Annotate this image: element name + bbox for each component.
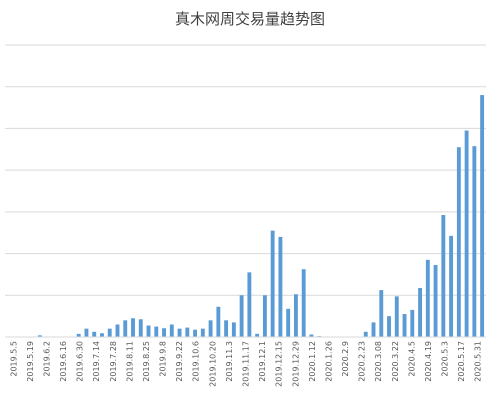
x-tick-label: 2020.5.3 (441, 341, 450, 377)
bar (169, 324, 174, 337)
bar (231, 322, 236, 337)
bar (441, 214, 446, 337)
x-tick-label: 2019.5.19 (26, 341, 35, 382)
x-tick-label: 2019.6.16 (59, 341, 68, 382)
bar (247, 272, 252, 337)
bar (480, 95, 485, 337)
bars (37, 95, 485, 337)
bar (100, 333, 104, 337)
bar (425, 259, 430, 337)
x-tick-label: 2020.5.17 (457, 341, 466, 382)
x-tick-label: 2020.3.08 (374, 341, 383, 382)
bar (162, 328, 166, 337)
bar (286, 308, 291, 337)
x-tick-label: 2019.8.11 (125, 341, 134, 382)
x-tick-label: 2020.4.5 (407, 341, 416, 377)
x-tick-label: 2020.2.23 (358, 341, 367, 382)
x-tick-label: 2019.10.6 (192, 341, 201, 382)
bar (433, 265, 438, 337)
x-tick-label: 2019.10.20 (208, 341, 217, 387)
bar (123, 320, 128, 337)
x-tick-label: 2019.9.22 (175, 341, 184, 382)
x-tick-label: 2019.9.8 (159, 341, 168, 377)
x-tick-label: 2020.5.31 (474, 341, 483, 382)
x-tick-label: 2019.12.29 (291, 341, 300, 387)
bar (115, 324, 120, 337)
bar (138, 319, 143, 337)
bar (37, 335, 42, 337)
bar (239, 295, 244, 337)
x-tick-label: 2019.5.5 (9, 341, 18, 377)
bar (185, 327, 190, 337)
bar (270, 230, 275, 337)
x-tick-label: 2020.2.9 (341, 341, 350, 377)
bar (131, 318, 135, 337)
x-tick-label: 2019.7.14 (92, 341, 101, 382)
bar (200, 328, 205, 337)
x-tick-label: 2019.12.1 (258, 341, 267, 382)
bar (402, 314, 407, 337)
bar (418, 287, 422, 337)
bar (216, 306, 221, 337)
bar (464, 130, 469, 337)
bar (394, 296, 399, 337)
bar (193, 329, 198, 337)
bar (76, 333, 81, 337)
bar (301, 269, 306, 337)
x-tick-label: 2019.12.15 (275, 341, 284, 387)
x-tick-labels: 2019.5.5 2019.5.19 2019.6.2 2019.6.16 2019.6… (9, 341, 482, 387)
bar (224, 320, 229, 337)
bar (84, 328, 89, 337)
x-tick-label: 2020.4.19 (424, 341, 433, 382)
bar (107, 328, 112, 337)
x-tick-label: 2019.11.3 (225, 341, 234, 382)
bar (363, 331, 368, 337)
bar (278, 236, 283, 337)
x-tick-label: 2019.8.25 (142, 341, 151, 382)
chart-title: 真木网周交易量趋势图 (174, 10, 325, 28)
bar (449, 235, 454, 337)
bar (472, 146, 477, 337)
x-tick-label: 2019.11.17 (242, 341, 251, 387)
x-tick-label: 2019.6.30 (76, 341, 85, 382)
bar (262, 295, 267, 337)
bar (456, 147, 461, 337)
x-tick-label: 2019.6.2 (42, 341, 51, 377)
gridlines (5, 44, 486, 296)
x-tick-label: 2019.7.28 (109, 341, 118, 382)
bar (92, 331, 97, 337)
bar (309, 334, 314, 337)
x-tick-label: 2020.3.22 (391, 341, 400, 382)
bar (379, 290, 384, 337)
bar (146, 325, 151, 337)
bar (293, 294, 298, 337)
bar (255, 333, 260, 337)
bar (371, 322, 376, 337)
bar (208, 320, 213, 337)
bar (387, 316, 391, 337)
bar (154, 326, 159, 337)
x-tick-label: 2020.1.26 (324, 341, 333, 382)
x-tick-label: 2020.1.12 (308, 341, 317, 382)
bar (410, 309, 415, 337)
bar (177, 328, 182, 337)
